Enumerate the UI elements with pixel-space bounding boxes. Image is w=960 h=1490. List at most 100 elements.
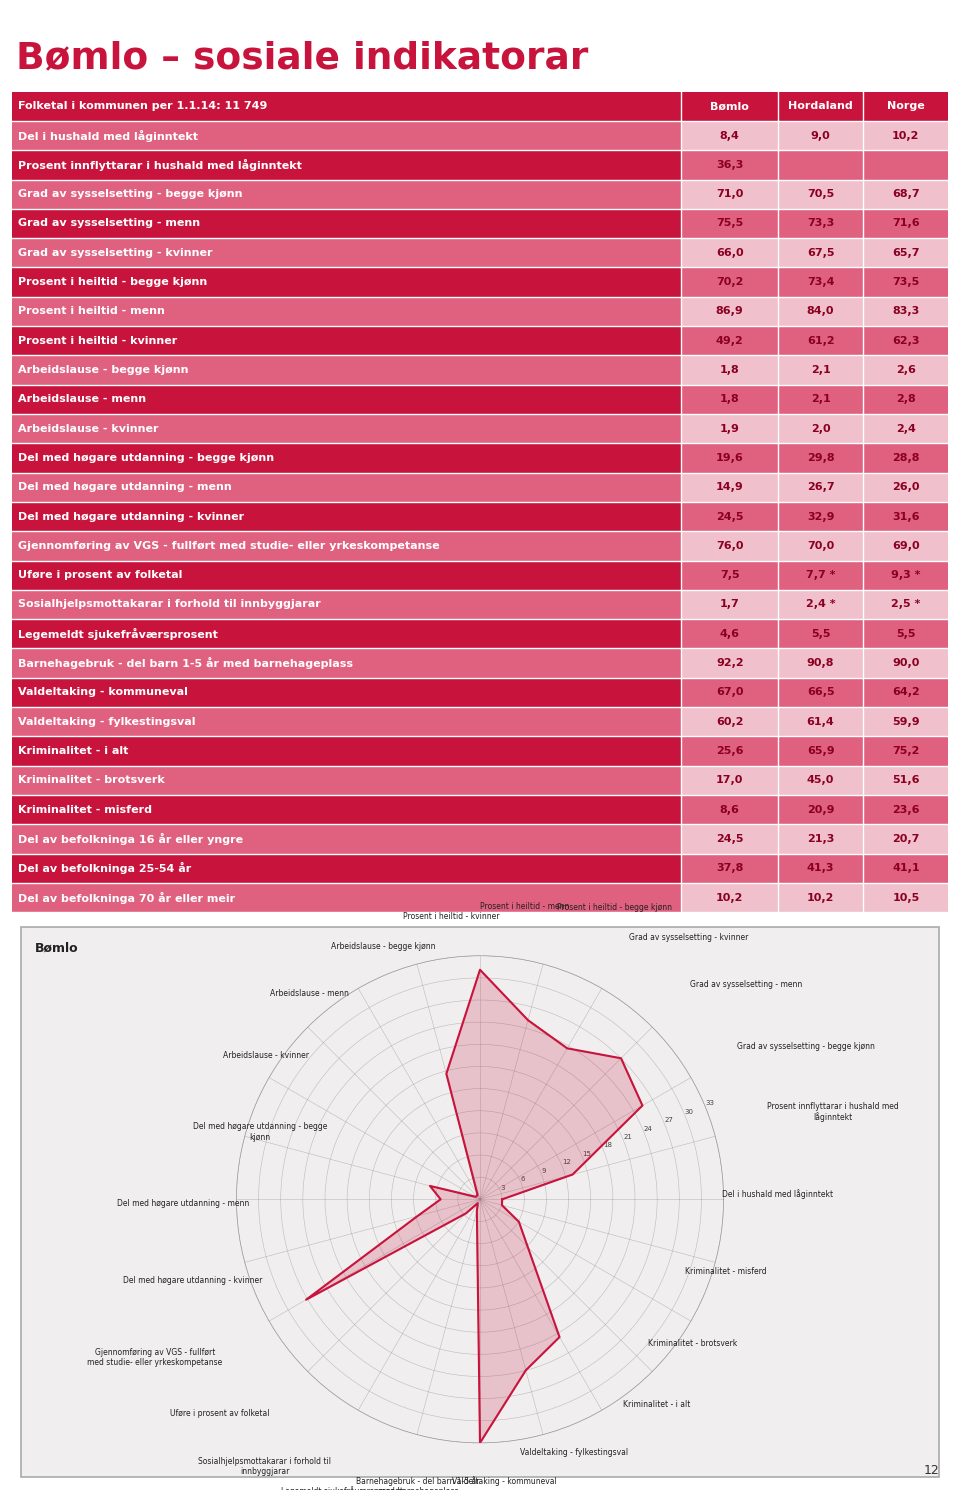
Text: 59,9: 59,9	[892, 717, 920, 727]
Text: 28,8: 28,8	[892, 453, 920, 463]
Bar	[778, 91, 863, 121]
Bar	[12, 502, 682, 532]
Bar	[682, 502, 778, 532]
Text: 5,5: 5,5	[896, 629, 916, 639]
Text: Legemeldt sjukefråværsprosent: Legemeldt sjukefråværsprosent	[18, 627, 218, 639]
Text: 2,0: 2,0	[811, 423, 830, 434]
Text: 8,4: 8,4	[720, 131, 739, 140]
Bar	[12, 766, 682, 796]
Text: Gjennomføring av VGS - fullført
med studie- eller yrkeskompetanse: Gjennomføring av VGS - fullført med stud…	[87, 1348, 223, 1368]
Text: Grad av sysselsetting - begge kjønn: Grad av sysselsetting - begge kjønn	[18, 189, 243, 200]
Bar	[682, 150, 778, 179]
Text: 2,8: 2,8	[896, 395, 916, 404]
Bar	[682, 121, 778, 150]
Bar	[778, 648, 863, 678]
Bar	[12, 884, 682, 912]
Bar	[863, 179, 948, 209]
Text: 70,5: 70,5	[807, 189, 834, 200]
Bar	[863, 91, 948, 121]
Text: Kriminalitet - brotsverk: Kriminalitet - brotsverk	[648, 1340, 737, 1348]
Text: 36,3: 36,3	[716, 159, 743, 170]
Bar	[682, 444, 778, 472]
Text: 32,9: 32,9	[806, 511, 834, 522]
Text: Arbeidslause - kvinner: Arbeidslause - kvinner	[18, 423, 158, 434]
Bar	[12, 414, 682, 444]
Bar	[778, 766, 863, 796]
Text: Valdeltaking - fylkestingsval: Valdeltaking - fylkestingsval	[520, 1448, 629, 1457]
Bar	[682, 824, 778, 854]
Text: 83,3: 83,3	[892, 307, 920, 316]
Text: 21,3: 21,3	[807, 834, 834, 843]
Text: 61,2: 61,2	[806, 335, 834, 346]
Bar	[12, 179, 682, 209]
Text: 1,9: 1,9	[720, 423, 739, 434]
Text: 25,6: 25,6	[716, 746, 743, 755]
Bar	[12, 267, 682, 297]
Bar	[778, 414, 863, 444]
Bar	[682, 532, 778, 560]
Text: Prosent i heiltid - begge kjønn: Prosent i heiltid - begge kjønn	[557, 903, 672, 912]
Text: 5,5: 5,5	[811, 629, 830, 639]
Bar	[12, 532, 682, 560]
Text: 20,9: 20,9	[806, 805, 834, 815]
Bar	[682, 209, 778, 238]
Bar	[12, 560, 682, 590]
Text: 24,5: 24,5	[716, 511, 743, 522]
Text: 68,7: 68,7	[892, 189, 920, 200]
Bar	[778, 238, 863, 267]
Bar	[863, 414, 948, 444]
Bar	[863, 590, 948, 620]
Bar	[682, 560, 778, 590]
Bar	[863, 326, 948, 355]
Text: 10,2: 10,2	[716, 893, 743, 903]
Text: Del av befolkninga 16 år eller yngre: Del av befolkninga 16 år eller yngre	[18, 833, 243, 845]
Bar	[778, 502, 863, 532]
Text: 73,4: 73,4	[806, 277, 834, 288]
Bar	[863, 708, 948, 736]
Text: 66,5: 66,5	[806, 687, 834, 697]
Text: 71,6: 71,6	[892, 219, 920, 228]
Text: 24,5: 24,5	[716, 834, 743, 843]
Bar	[778, 678, 863, 708]
Text: Sosialhjelpsmottakarar i forhold til innbyggjarar: Sosialhjelpsmottakarar i forhold til inn…	[18, 599, 321, 609]
Text: Prosent i heiltid - menn: Prosent i heiltid - menn	[18, 307, 165, 316]
Bar	[682, 179, 778, 209]
Text: Valdeltaking - kommuneval: Valdeltaking - kommuneval	[452, 1478, 557, 1487]
Text: 51,6: 51,6	[892, 775, 920, 785]
Text: 8,6: 8,6	[720, 805, 739, 815]
Bar	[12, 326, 682, 355]
Bar	[863, 648, 948, 678]
Text: Del av befolkninga 70 år eller meir: Del av befolkninga 70 år eller meir	[18, 891, 235, 903]
Bar	[12, 854, 682, 884]
Text: 7,5: 7,5	[720, 571, 739, 580]
Text: Del med høgare utdanning - kvinner: Del med høgare utdanning - kvinner	[123, 1277, 263, 1286]
Bar	[12, 824, 682, 854]
Bar	[12, 91, 682, 121]
Bar	[778, 297, 863, 326]
Text: Arbeidslause - begge kjønn: Arbeidslause - begge kjønn	[18, 365, 188, 375]
Text: 86,9: 86,9	[716, 307, 744, 316]
Text: Bømlo: Bømlo	[710, 101, 749, 112]
Text: 10,5: 10,5	[892, 893, 920, 903]
Text: Grad av sysselsetting - begge kjønn: Grad av sysselsetting - begge kjønn	[737, 1042, 876, 1050]
Bar	[778, 708, 863, 736]
Text: 67,0: 67,0	[716, 687, 743, 697]
Bar	[682, 238, 778, 267]
Text: Kriminalitet - i alt: Kriminalitet - i alt	[623, 1401, 690, 1410]
Text: Barnehagebruk - del barn 1-5 år med barnehageplass: Barnehagebruk - del barn 1-5 år med barn…	[18, 657, 353, 669]
Bar	[863, 121, 948, 150]
Text: 1,8: 1,8	[720, 395, 739, 404]
Bar	[863, 384, 948, 414]
Text: 2,5 *: 2,5 *	[891, 599, 921, 609]
Text: 12: 12	[924, 1463, 939, 1477]
Text: 23,6: 23,6	[892, 805, 920, 815]
Text: 2,6: 2,6	[896, 365, 916, 375]
Bar	[863, 532, 948, 560]
Bar	[778, 179, 863, 209]
Text: Uføre i prosent av folketal: Uføre i prosent av folketal	[18, 571, 182, 580]
Bar	[863, 854, 948, 884]
Text: Grad av sysselsetting - kvinner: Grad av sysselsetting - kvinner	[18, 247, 212, 258]
Bar	[682, 267, 778, 297]
Bar	[12, 620, 682, 648]
Text: 61,4: 61,4	[806, 717, 834, 727]
